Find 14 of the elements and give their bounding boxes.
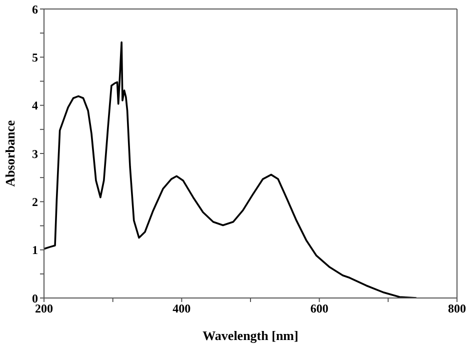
x-tick-label: 400 <box>172 302 191 316</box>
y-tick-label: 4 <box>32 98 38 113</box>
x-tick-label: 600 <box>310 302 328 316</box>
y-tick-label: 0 <box>32 291 38 306</box>
y-tick-label: 5 <box>32 50 38 64</box>
y-axis-title: Absorbance <box>2 120 18 187</box>
y-tick-label: 3 <box>32 146 38 161</box>
y-tick-label: 6 <box>32 2 38 16</box>
y-tick-label: 1 <box>32 243 38 258</box>
x-tick-label: 200 <box>35 302 53 316</box>
x-axis-title: Wavelength [nm] <box>202 328 298 343</box>
x-tick-label: 800 <box>448 302 466 316</box>
y-tick-label: 2 <box>32 194 38 209</box>
line-series <box>44 41 418 298</box>
